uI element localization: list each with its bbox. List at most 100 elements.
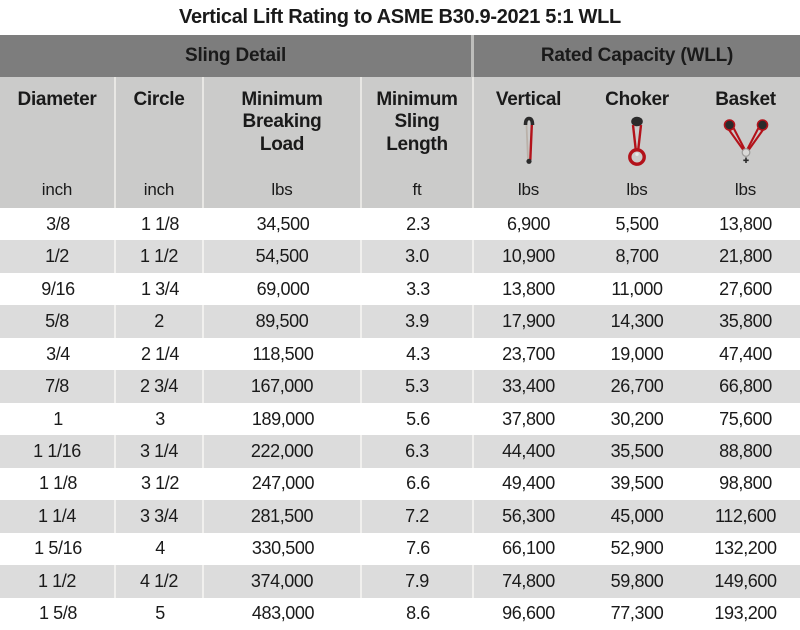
cell-choker: 45,000	[610, 505, 664, 526]
cell-circle: 3 3/4	[116, 500, 204, 533]
table-row: 9/16 1 3/4 69,000 3.3 13,800 11,000 27,600	[0, 272, 800, 306]
cell-min_breaking_load: 118,500	[252, 343, 314, 364]
cell-choker: 35,500	[610, 441, 664, 462]
table-group-header: Sling Detail Rated Capacity (WLL)	[0, 35, 800, 77]
cell-diameter: 9/16	[41, 278, 75, 299]
cell-circle: 5	[155, 603, 165, 624]
column-header-basket: Basket lbs	[691, 77, 800, 208]
cell-min_breaking_load: 34,500	[256, 213, 310, 234]
table-row: 5/8 2 89,500 3.9 17,900 14,300 35,800	[0, 305, 800, 338]
cell-choker: 52,900	[610, 538, 664, 559]
column-unit: inch	[143, 180, 175, 199]
table-row: 1 5/16 4 330,500 7.6 66,100 52,900 132,200	[0, 532, 800, 566]
cell-vertical: 44,400	[502, 441, 555, 462]
column-label: Diameter	[17, 89, 97, 110]
cell-diameter: 1 1/8	[38, 473, 78, 494]
cell-diameter: 1 1/4	[0, 500, 116, 533]
cell-circle: 3 1/4	[116, 435, 204, 468]
cell-min_sling_length: 7.9	[362, 565, 474, 598]
cell-min_sling_length: 3.3	[406, 278, 430, 299]
group-header-rated-capacity: Rated Capacity (WLL)	[540, 45, 734, 66]
cell-vertical: 6,900	[506, 213, 551, 234]
cell-min_breaking_load: 69,000	[256, 278, 310, 299]
cell-basket: 112,600	[715, 505, 776, 526]
cell-min_sling_length: 5.3	[362, 370, 474, 403]
cell-diameter: 1	[53, 408, 63, 429]
cell-choker: 77,300	[610, 603, 664, 624]
cell-min_sling_length: 4.3	[406, 343, 430, 364]
table-column-headers: Diameter inch Circle inch Minimum Breaki…	[0, 77, 800, 208]
column-label: Minimum Sling Length	[376, 89, 458, 155]
cell-basket: 21,800	[719, 246, 772, 267]
cell-circle: 2 1/4	[140, 343, 180, 364]
cell-basket: 193,200	[714, 603, 777, 624]
cell-basket: 132,200	[714, 538, 777, 559]
cell-basket: 13,800	[719, 213, 772, 234]
cell-vertical: 49,400	[502, 473, 555, 494]
cell-min_breaking_load: 222,000	[204, 435, 362, 468]
column-unit: lbs	[517, 180, 540, 199]
table-body: 3/8 1 1/8 34,500 2.3 6,900 5,500 13,800 1/2 1 1/…	[0, 208, 800, 630]
cell-choker: 30,200	[610, 408, 664, 429]
table-row: 1 1/2 4 1/2 374,000 7.9 74,800 59,800 149,600	[0, 565, 800, 598]
cell-min_breaking_load: 483,000	[251, 603, 315, 624]
cell-basket: 35,800	[719, 311, 772, 332]
cell-circle: 4	[155, 538, 165, 559]
cell-choker: 19,000	[610, 343, 664, 364]
basket-sling-icon	[719, 111, 773, 180]
cell-min_breaking_load: 54,500	[204, 240, 362, 273]
cell-circle: 3	[155, 408, 165, 429]
cell-min_sling_length: 2.3	[406, 213, 430, 234]
cell-vertical: 13,800	[502, 278, 555, 299]
column-unit: lbs	[734, 180, 757, 199]
column-header-min-sling-length: Minimum Sling Length ft	[362, 77, 474, 208]
cell-basket: 149,600	[714, 570, 777, 591]
cell-min_breaking_load: 189,000	[251, 408, 315, 429]
table-row: 1/2 1 1/2 54,500 3.0 10,900 8,700 21,800	[0, 240, 800, 273]
cell-vertical: 10,900	[502, 246, 555, 267]
cell-min_sling_length: 6.3	[362, 435, 474, 468]
cell-vertical: 33,400	[502, 376, 555, 397]
cell-choker: 39,500	[610, 473, 664, 494]
cell-min_breaking_load: 330,500	[251, 538, 315, 559]
cell-min_breaking_load: 167,000	[204, 370, 362, 403]
cell-basket: 66,800	[719, 376, 772, 397]
cell-choker: 26,700	[610, 376, 664, 397]
table-row: 1 3 189,000 5.6 37,800 30,200 75,600	[0, 402, 800, 436]
cell-diameter: 3/8	[46, 213, 70, 234]
cell-circle: 4 1/2	[116, 565, 204, 598]
cell-circle: 1 3/4	[140, 278, 180, 299]
cell-min_sling_length: 5.6	[406, 408, 430, 429]
cell-min_sling_length: 6.6	[406, 473, 430, 494]
table-row: 3/8 1 1/8 34,500 2.3 6,900 5,500 13,800	[0, 208, 800, 241]
cell-basket: 47,400	[719, 343, 772, 364]
cell-min_sling_length: 7.6	[406, 538, 430, 559]
cell-choker: 14,300	[610, 311, 664, 332]
table-row: 1 1/16 3 1/4 222,000 6.3 44,400 35,500 88,800	[0, 435, 800, 468]
column-unit: lbs	[626, 180, 648, 199]
column-unit: inch	[41, 180, 73, 199]
cell-circle: 1 1/8	[140, 213, 180, 234]
cell-vertical: 37,800	[502, 408, 555, 429]
cell-choker: 5,500	[615, 213, 659, 234]
cell-min_sling_length: 7.2	[362, 500, 474, 533]
cell-diameter: 1/2	[0, 240, 116, 273]
column-header-choker: Choker lbs	[583, 77, 691, 208]
cell-choker: 11,000	[611, 278, 663, 299]
cell-circle: 2	[116, 305, 204, 338]
table-row: 3/4 2 1/4 118,500 4.3 23,700 19,000 47,400	[0, 337, 800, 371]
cell-min_breaking_load: 247,000	[251, 473, 315, 494]
cell-min_breaking_load: 89,500	[204, 305, 362, 338]
column-header-diameter: Diameter inch	[0, 77, 116, 208]
column-header-vertical: Vertical lbs	[474, 77, 583, 208]
cell-basket: 75,600	[719, 408, 772, 429]
cell-diameter: 5/8	[0, 305, 116, 338]
vertical-sling-icon	[521, 111, 537, 180]
group-header-sling-detail: Sling Detail	[0, 35, 474, 77]
cell-circle: 1 1/2	[116, 240, 204, 273]
column-unit: ft	[412, 180, 422, 199]
cell-diameter: 3/4	[46, 343, 70, 364]
cell-basket: 98,800	[719, 473, 772, 494]
cell-min_sling_length: 8.6	[406, 603, 430, 624]
